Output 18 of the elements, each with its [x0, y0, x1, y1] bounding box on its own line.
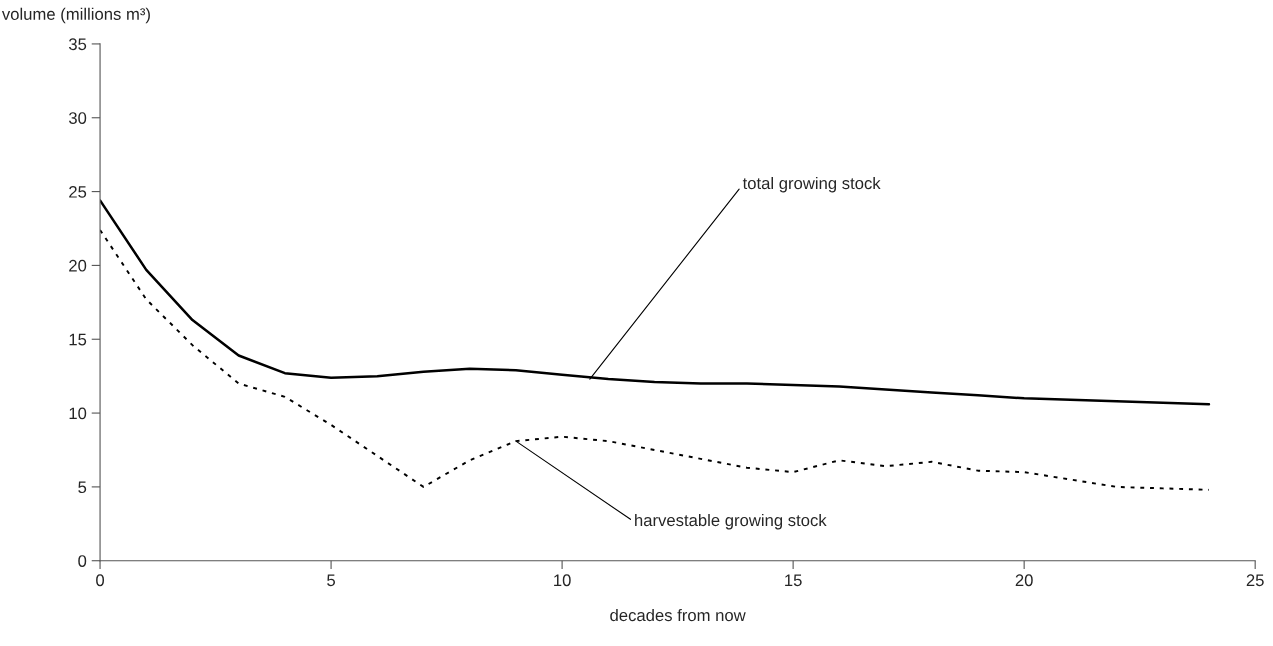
- x-tick-label: 15: [785, 574, 802, 587]
- x-tick-label: 25: [1246, 574, 1264, 587]
- y-tick-label: 15: [69, 333, 87, 346]
- x-tick-label: 5: [327, 574, 336, 587]
- y-tick-label: 20: [69, 259, 87, 272]
- x-tick-label: 0: [96, 574, 105, 587]
- y-tick-label: 35: [68, 38, 87, 51]
- y-tick-label: 25: [69, 185, 87, 198]
- y-tick-label: 10: [69, 407, 87, 420]
- x-axis-title: decades from now: [610, 608, 746, 622]
- text: total growing stock: [742, 176, 881, 193]
- x-tick-label: 20: [1015, 574, 1033, 587]
- y-tick-label: 5: [78, 481, 87, 494]
- x-tick-label: 10: [554, 574, 571, 587]
- y-axis-title: volume (millions m³): [1, 7, 150, 24]
- y-tick-label: 30: [68, 112, 87, 124]
- text: harvestable growing stock: [635, 513, 827, 530]
- y-tick-label: 0: [78, 555, 87, 567]
